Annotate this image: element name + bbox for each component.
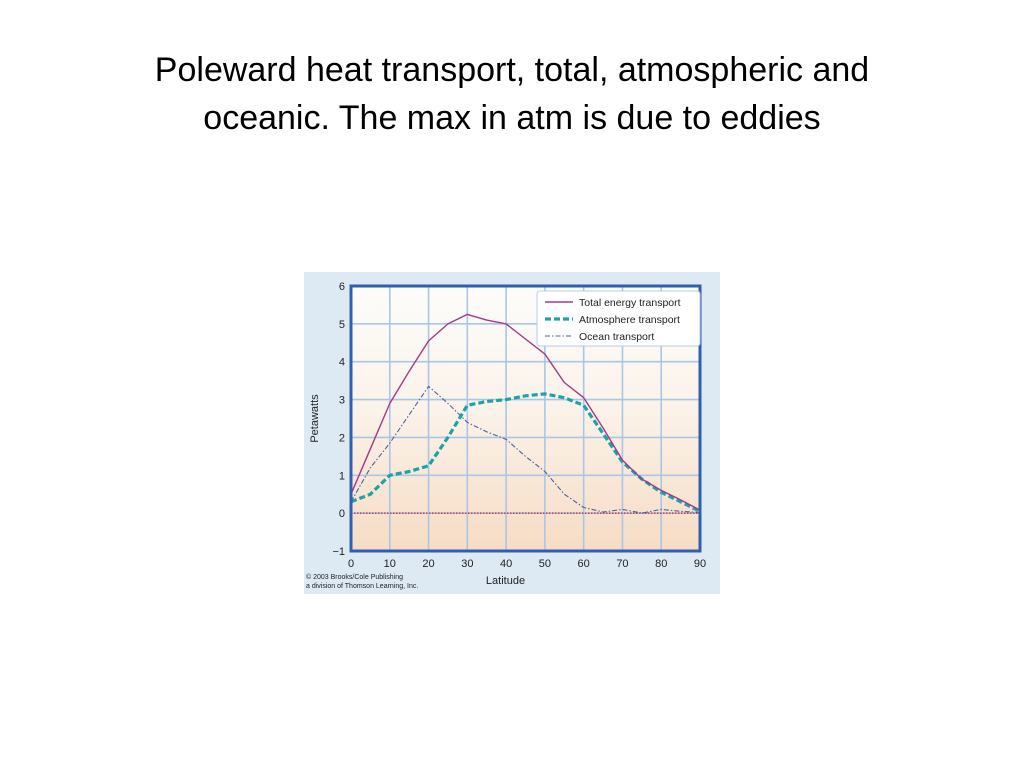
legend-label-atmosphere-transport: Atmosphere transport [579, 314, 680, 326]
x-tick-label: 60 [578, 558, 590, 570]
x-tick-label: 50 [539, 558, 551, 570]
legend-label-ocean-transport: Ocean transport [579, 331, 654, 343]
y-tick-label: 2 [339, 432, 345, 444]
legend-items: Total energy transport Atmosphere transpo… [545, 297, 681, 343]
legend: Total energy transport Atmosphere transpo… [536, 290, 701, 347]
plot-frame [349, 284, 702, 553]
y-axis-label: Petawatts [309, 394, 321, 443]
chart-figure: 0 10 20 30 40 50 60 70 80 90 −1 0 1 2 3 4 5 6 Latitude Pe… [304, 272, 720, 594]
y-tick-label: 1 [339, 470, 345, 482]
y-tick-label: 5 [339, 319, 345, 331]
slide-title: Poleward heat transport, total, atmosphe… [0, 46, 1024, 142]
series-line-ocean-transport [350, 385, 701, 514]
x-tick-label: 40 [500, 558, 512, 570]
x-tick-label: 10 [384, 558, 396, 570]
y-tick-label: 4 [339, 357, 345, 369]
x-tick-label: 30 [461, 558, 473, 570]
x-axis-label: Latitude [486, 575, 525, 587]
legend-label-total-energy-transport: Total energy transport [579, 297, 681, 309]
y-tick-label: 3 [339, 395, 345, 407]
x-tick-label: 70 [616, 558, 628, 570]
y-tick-label: 6 [339, 281, 345, 293]
x-tick-label: 90 [694, 558, 706, 570]
credit-line-2: a division of Thomson Learning, Inc. [306, 583, 419, 590]
legend-box [536, 290, 701, 347]
series-lines [350, 313, 701, 514]
x-tick-label: 80 [655, 558, 667, 570]
credit-line-1: © 2003 Brooks/Cole Publishing [306, 574, 403, 581]
x-tick-label: 0 [348, 558, 354, 570]
copyright-credit: © 2003 Brooks/Cole Publishing a division… [306, 573, 418, 591]
y-tick-label: 0 [339, 508, 345, 520]
slide-title-line-2: oceanic. The max in atm is due to eddies [203, 99, 821, 137]
series-line-total-energy-transport [350, 313, 701, 511]
slide-title-line-1: Poleward heat transport, total, atmosphe… [154, 51, 870, 89]
x-tick-label: 20 [422, 558, 434, 570]
y-tick-label: −1 [332, 546, 345, 558]
